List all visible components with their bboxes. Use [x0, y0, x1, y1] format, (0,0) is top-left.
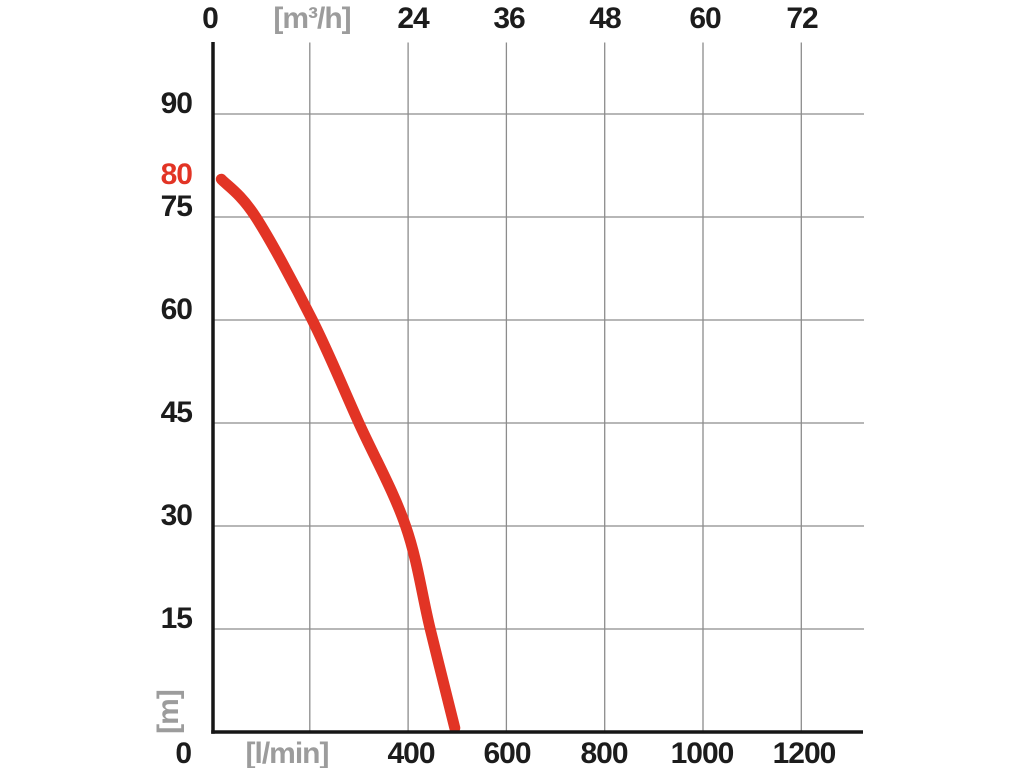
left-tick-label-15: 15 [161, 602, 193, 635]
left-axis-labels: 90 80 75 60 45 30 15 [m] [152, 87, 193, 734]
left-tick-label-60: 60 [161, 293, 193, 326]
left-tick-label-30: 30 [161, 499, 193, 532]
axes [211, 42, 863, 734]
bottom-tick-label-600: 600 [483, 737, 530, 768]
origin-label-0: 0 [175, 737, 191, 768]
bottom-tick-label-1000: 1000 [671, 737, 734, 768]
top-tick-label-48: 48 [589, 2, 621, 35]
top-axis-labels: 0 [m³/h] 24 36 48 60 72 [202, 2, 819, 35]
top-tick-label-72: 72 [786, 2, 818, 35]
top-axis-unit-label: [m³/h] [273, 2, 350, 35]
left-tick-label-75: 75 [161, 190, 193, 223]
left-highlight-label-80: 80 [161, 158, 193, 191]
left-tick-label-90: 90 [161, 87, 193, 120]
horizontal-gridlines [213, 113, 864, 630]
bottom-axis-labels: 0 [l/min] 400 600 800 1000 1200 [175, 737, 836, 768]
top-tick-label-60: 60 [689, 2, 721, 35]
top-tick-label-0: 0 [202, 2, 218, 35]
top-tick-label-36: 36 [493, 2, 525, 35]
bottom-tick-label-400: 400 [387, 737, 434, 768]
pump-curve-line [215, 173, 461, 734]
bottom-tick-label-1200: 1200 [773, 737, 836, 768]
left-tick-label-45: 45 [161, 396, 193, 429]
bottom-tick-label-800: 800 [580, 737, 627, 768]
left-axis-unit-label: [m] [152, 690, 185, 734]
bottom-axis-unit-label: [l/min] [246, 737, 329, 768]
vertical-gridlines [309, 42, 802, 732]
top-tick-label-24: 24 [397, 2, 430, 35]
